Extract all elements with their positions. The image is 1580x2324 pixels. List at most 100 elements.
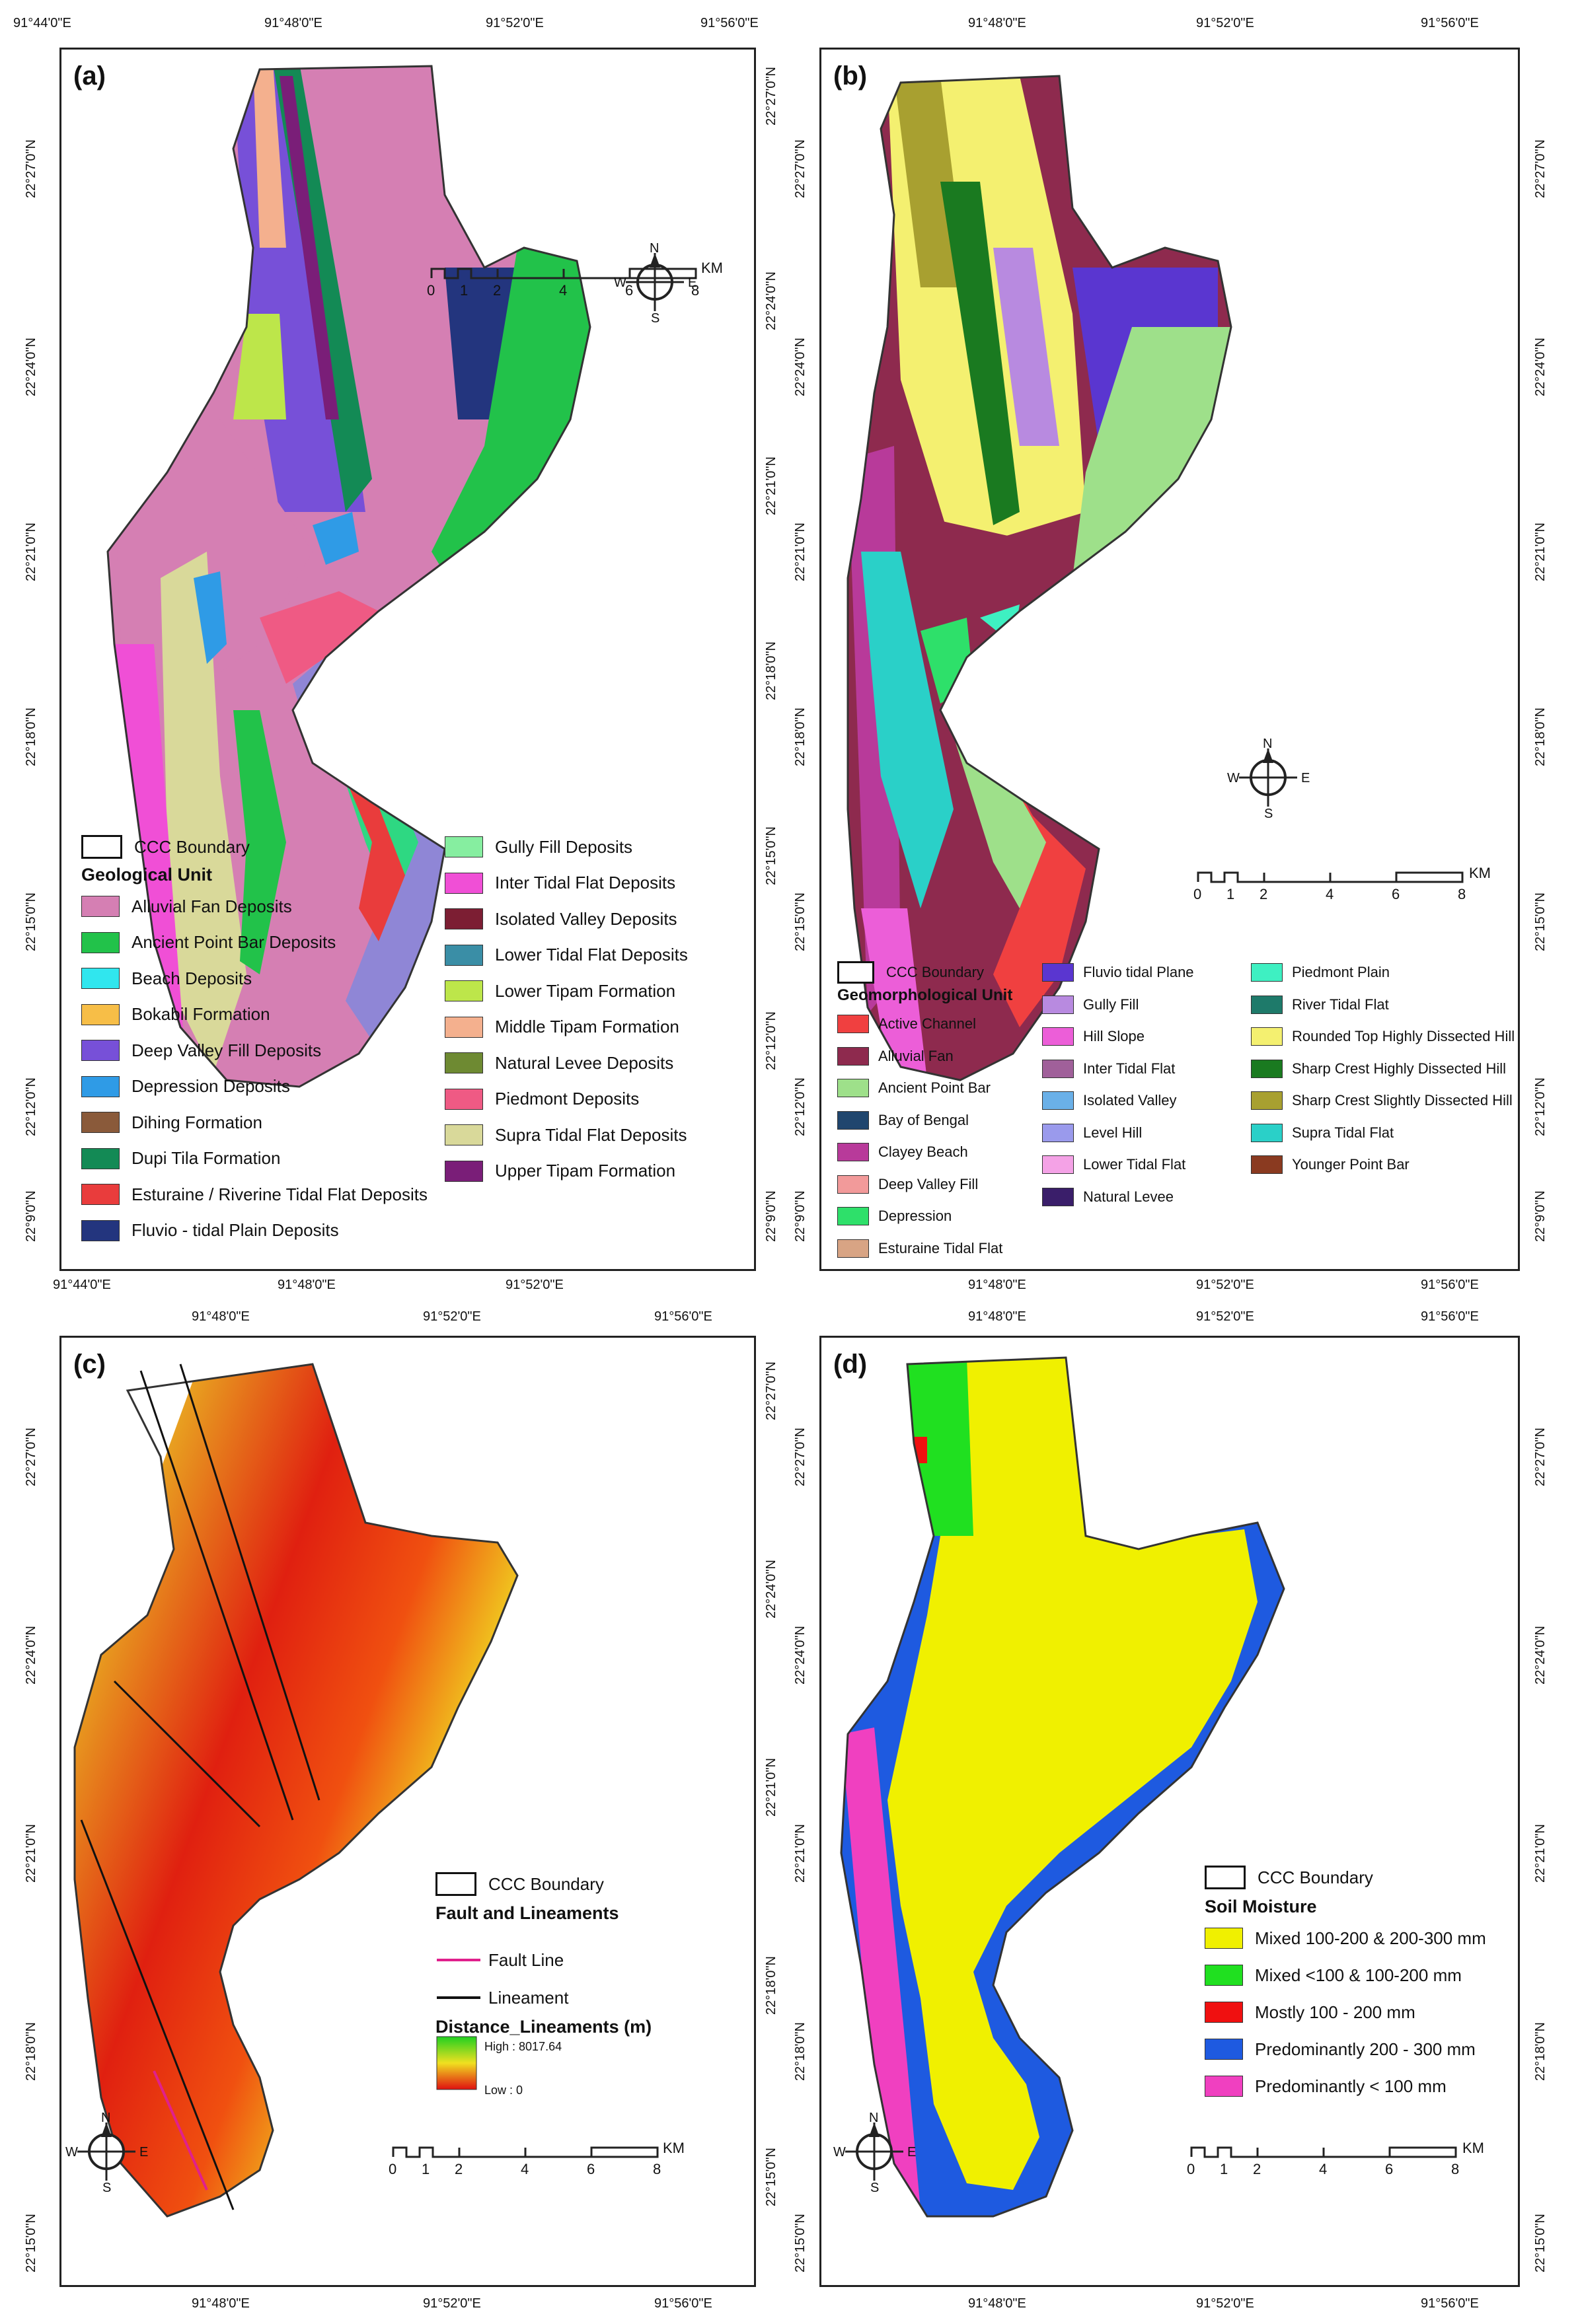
compass-n: N — [650, 241, 659, 256]
legend-item-label: Lower Tipam Formation — [495, 980, 676, 1001]
legend-swatch — [445, 1016, 483, 1038]
lat-label: 22°24'0"N — [24, 338, 38, 396]
lat-label: 22°12'0"N — [764, 1011, 778, 1070]
legend-item-label: Gully Fill Deposits — [495, 836, 633, 857]
scale-tick: 6 — [587, 2161, 595, 2177]
lat-label: 22°24'0"N — [24, 1626, 38, 1685]
legend-item: Supra Tidal Flat Deposits — [445, 1124, 687, 1146]
legend-item-label: Lower Tidal Flat Deposits — [495, 945, 688, 964]
legend-swatch — [1042, 1027, 1074, 1046]
legend-item: Younger Point Bar — [1251, 1153, 1410, 1176]
compass-e: E — [1301, 771, 1310, 785]
legend-boundary-label: CCC Boundary — [134, 836, 250, 857]
legend-swatch — [1251, 995, 1283, 1014]
legend-item-label: Inter Tidal Flat — [1083, 1060, 1176, 1077]
legend-swatch — [1042, 995, 1074, 1014]
legend-swatch — [1042, 1123, 1074, 1142]
legend-item: Ancient Point Bar Deposits — [81, 931, 336, 954]
scale-unit: KM — [1462, 2140, 1484, 2156]
lat-label: 22°18'0"N — [24, 2022, 38, 2081]
legend-swatch — [81, 1003, 120, 1025]
compass-n: N — [1263, 737, 1273, 751]
legend-lineament-label: Lineament — [488, 1987, 569, 2008]
legend-lineament: Lineament — [488, 1986, 568, 2009]
legend-swatch — [1042, 1155, 1074, 1174]
legend-item-label: Younger Point Bar — [1292, 1156, 1410, 1173]
lon-label: 91°52'0"E — [423, 1309, 481, 1324]
legend-swatch — [445, 836, 483, 857]
legend-item: Piedmont Deposits — [445, 1088, 639, 1110]
compass-s: S — [1264, 807, 1273, 821]
legend-item: Bokabil Formation — [81, 1003, 270, 1026]
lon-label: 91°52'0"E — [1196, 1309, 1254, 1324]
legend-swatch — [81, 1147, 120, 1169]
lat-label: 22°21'0"N — [1533, 523, 1548, 581]
legend-item: Sharp Crest Highly Dissected Hill — [1251, 1058, 1506, 1080]
compass-w: W — [833, 2145, 846, 2160]
legend-swatch — [837, 1143, 869, 1161]
legend-swatch — [1042, 1059, 1074, 1078]
legend-item: Middle Tipam Formation — [445, 1016, 679, 1038]
legend-item: Predominantly < 100 mm — [1205, 2075, 1447, 2097]
lat-label: 22°24'0"N — [764, 1560, 778, 1618]
legend-item: Sharp Crest Slightly Dissected Hill — [1251, 1089, 1513, 1112]
legend-item-label: Upper Tipam Formation — [495, 1161, 676, 1180]
legend-swatch — [837, 1046, 869, 1066]
scale-unit: KM — [701, 260, 723, 276]
scale-tick: 8 — [1451, 2161, 1460, 2177]
lon-label: 91°52'0"E — [486, 16, 544, 30]
lat-label: 22°24'0"N — [793, 1626, 808, 1685]
scale-tick: 6 — [1385, 2161, 1394, 2177]
legend-item: Deep Valley Fill Deposits — [81, 1039, 321, 1062]
legend-item-label: Level Hill — [1083, 1124, 1143, 1141]
legend-item: Esturaine Tidal Flat — [837, 1237, 1002, 1260]
legend-swatch — [445, 1052, 483, 1073]
legend-item: River Tidal Flat — [1251, 994, 1389, 1016]
lon-label: 91°56'0"E — [1421, 2296, 1479, 2311]
legend-item-label: Isolated Valley — [1083, 1092, 1177, 1108]
lat-label: 22°15'0"N — [764, 826, 778, 885]
legend-swatch — [1205, 1965, 1243, 1986]
scale-tick: 1 — [1220, 2161, 1228, 2177]
scale-tick: 1 — [1226, 886, 1235, 902]
legend-swatch — [1205, 1928, 1243, 1949]
lineament-map-graphic — [73, 1363, 659, 2218]
legend-item-label: Isolated Valley Deposits — [495, 908, 677, 929]
legend-item-label: Dihing Formation — [132, 1112, 262, 1132]
boundary-swatch — [1205, 1866, 1246, 1889]
lat-label: 22°24'0"N — [1533, 1626, 1548, 1685]
lon-label: 91°52'0"E — [506, 1278, 564, 1292]
legend-swatch — [1251, 1027, 1283, 1046]
legend-title: Soil Moisture — [1205, 1897, 1317, 1916]
legend-soil-moisture: CCC Boundary Soil Moisture Mixed 100-200… — [1205, 1866, 1515, 2097]
legend-item: Dupi Tila Formation — [81, 1147, 280, 1170]
legend-distance-title: Distance_Lineaments (m) — [435, 2017, 652, 2037]
legend-item: Dihing Formation — [81, 1111, 262, 1134]
legend-boundary-label: CCC Boundary — [1258, 1867, 1373, 1887]
lon-label: 91°52'0"E — [1196, 2296, 1254, 2311]
legend-high-label: High : 8017.64 — [484, 2039, 562, 2053]
legend-item-label: Deep Valley Fill Deposits — [132, 1040, 322, 1060]
legend-item-label: Rounded Top Highly Dissected Hill — [1292, 1028, 1515, 1044]
legend-item: Hill Slope — [1042, 1025, 1145, 1048]
legend-swatch — [1205, 2039, 1243, 2060]
geology-map-graphic — [106, 65, 697, 1088]
lon-label: 91°44'0"E — [53, 1278, 111, 1292]
lat-label: 22°18'0"N — [793, 2022, 808, 2081]
legend-item: Inter Tidal Flat Deposits — [445, 872, 675, 894]
soil-moisture-map-graphic — [840, 1356, 1457, 2218]
legend-item: Natural Levee — [1042, 1186, 1174, 1208]
legend-item: Beach Deposits — [81, 967, 252, 990]
legend-item: Lower Tidal Flat Deposits — [445, 944, 688, 966]
legend-swatch — [81, 896, 120, 917]
legend-item: Level Hill — [1042, 1122, 1142, 1144]
lat-label: 22°27'0"N — [764, 67, 778, 126]
lat-label: 22°18'0"N — [793, 708, 808, 766]
panel-label-a: (a) — [73, 61, 106, 91]
legend-item-label: Sharp Crest Slightly Dissected Hill — [1292, 1092, 1513, 1108]
legend-geology: CCC Boundary Geological Unit Alluvial Fa… — [81, 835, 742, 1258]
panel-label-d: (d) — [833, 1350, 868, 1379]
lat-label: 22°21'0"N — [24, 1824, 38, 1883]
legend-item: Active Channel — [837, 1013, 976, 1035]
legend-title: Geomorphological Unit — [837, 986, 1013, 1004]
